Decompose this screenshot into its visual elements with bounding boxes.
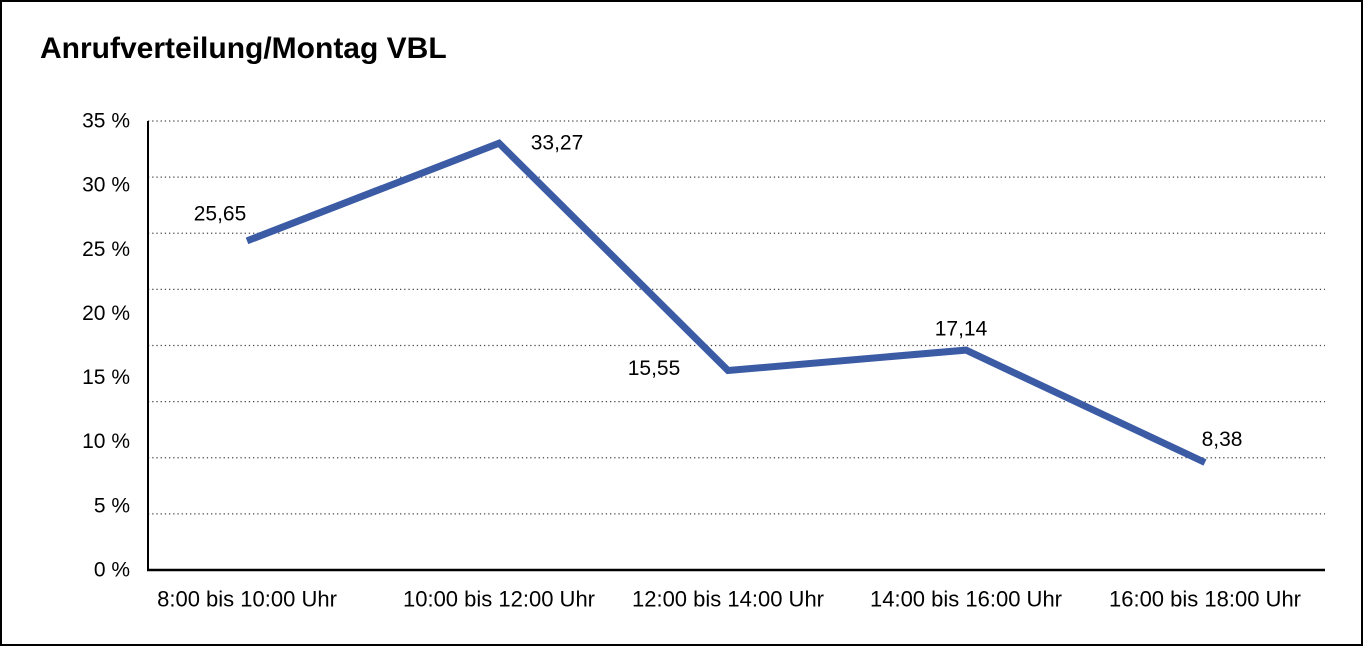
- data-point-label: 33,27: [531, 132, 584, 155]
- x-tick-label: 8:00 bis 10:00 Uhr: [157, 587, 337, 612]
- y-tick-label: 10 %: [82, 430, 130, 453]
- x-tick-label: 10:00 bis 12:00 Uhr: [403, 587, 595, 612]
- x-tick-label: 14:00 bis 16:00 Uhr: [870, 587, 1062, 612]
- x-tick-label: 12:00 bis 14:00 Uhr: [632, 587, 824, 612]
- data-point-label: 25,65: [194, 202, 247, 225]
- chart-title: Anrufverteilung/Montag VBL: [40, 32, 447, 65]
- series-line: [245, 139, 1207, 466]
- y-tick-label: 15 %: [82, 366, 130, 389]
- y-tick-label: 20 %: [82, 302, 130, 325]
- data-point-label: 8,38: [1202, 428, 1243, 451]
- y-tick-label: 35 %: [82, 110, 130, 133]
- y-tick-label: 0 %: [94, 559, 130, 582]
- data-point-label: 17,14: [935, 318, 988, 341]
- y-tick-label: 30 %: [82, 174, 130, 197]
- x-tick-label: 16:00 bis 18:00 Uhr: [1109, 587, 1301, 612]
- y-tick-label: 5 %: [94, 494, 130, 517]
- data-point-label: 15,55: [628, 357, 681, 380]
- y-tick-label: 25 %: [82, 238, 130, 261]
